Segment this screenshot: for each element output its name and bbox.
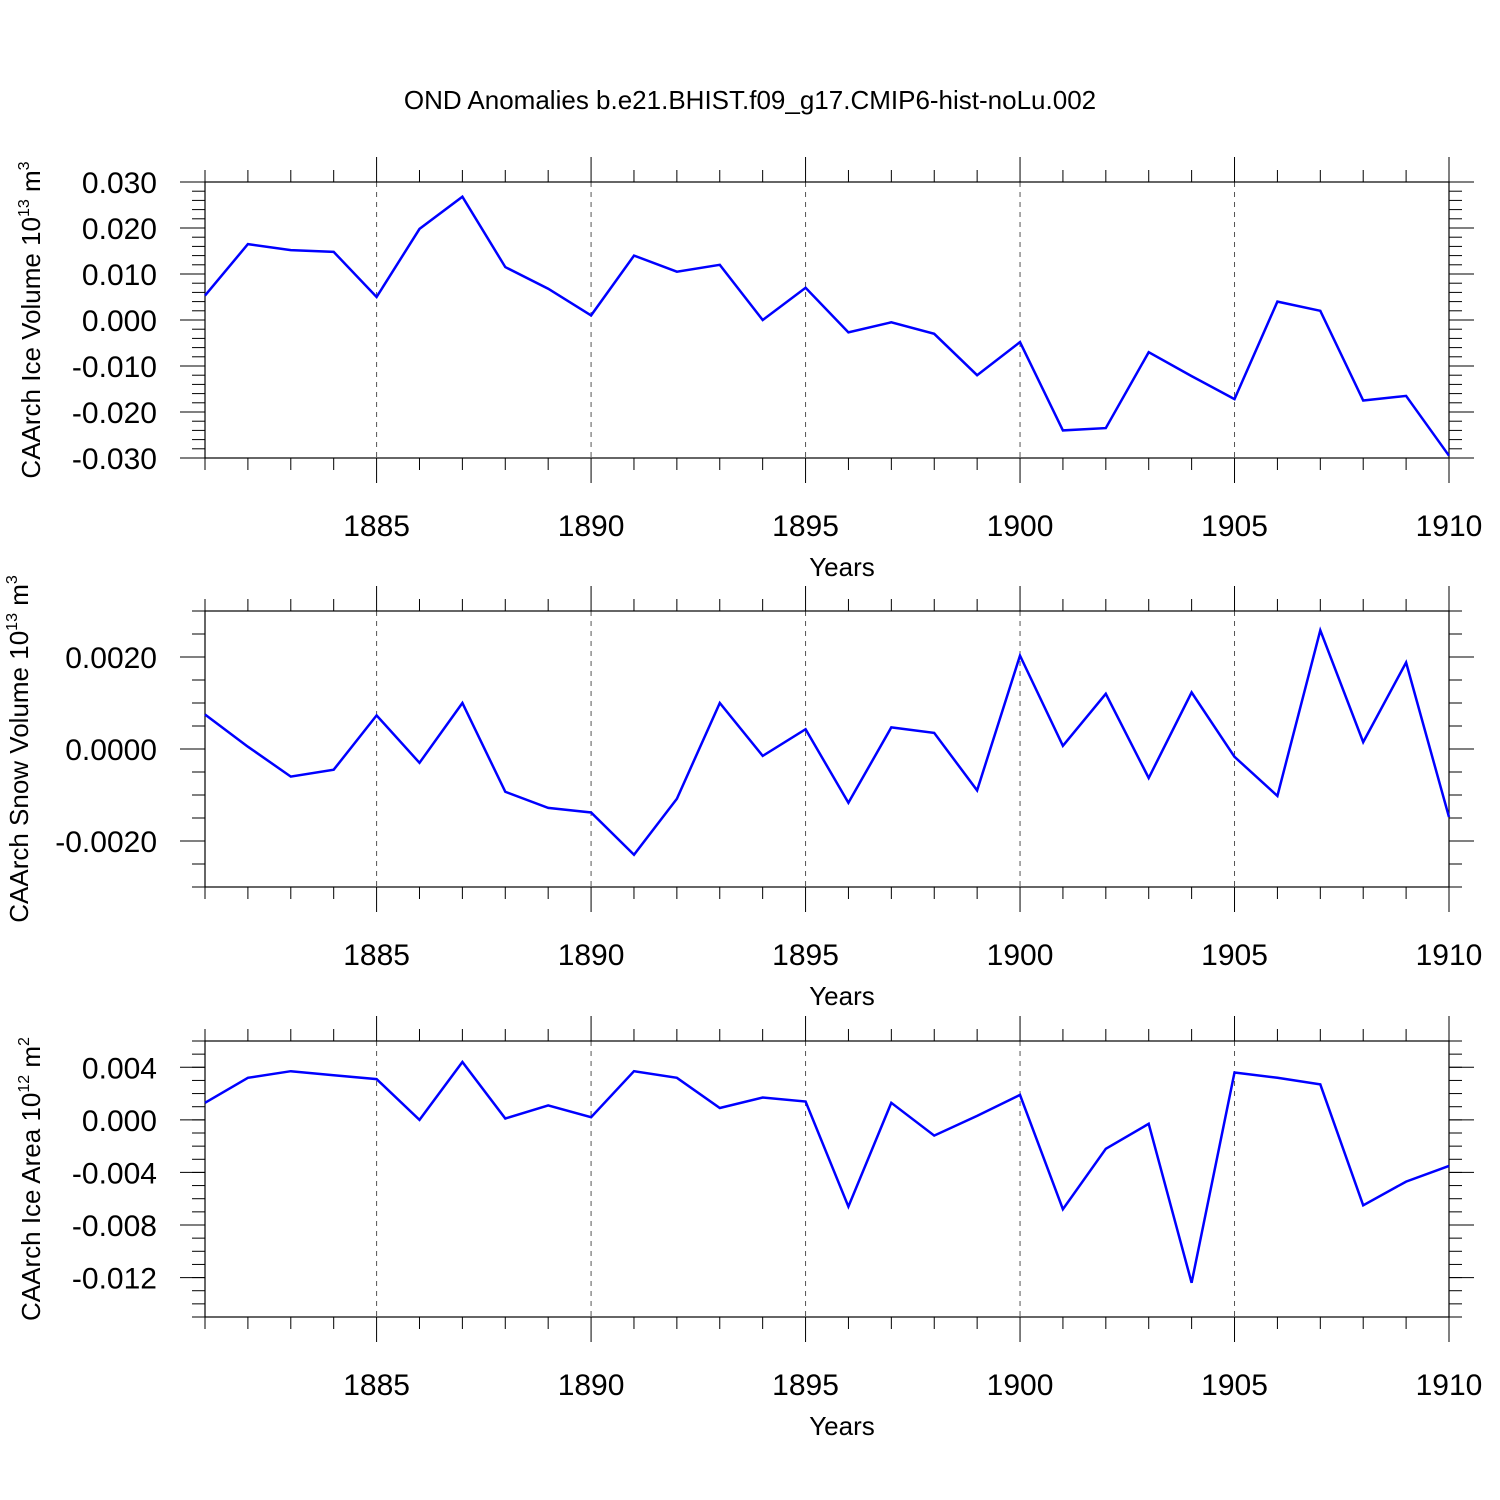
x-tick-label: 1905 (1201, 1369, 1268, 1402)
x-tick-label: 1910 (1416, 939, 1483, 972)
y-axis-label-text: CAArch Ice Volume 10 (16, 217, 46, 479)
y-tick-label: -0.012 (72, 1263, 157, 1296)
y-axis-label: CAArch Ice Area 1012 m2 (16, 1037, 46, 1321)
x-tick-label: 1895 (772, 939, 839, 972)
x-tick-label: 1900 (987, 1369, 1054, 1402)
y-axis-label: CAArch Snow Volume 1013 m3 (4, 575, 34, 923)
chart-title: OND Anomalies b.e21.BHIST.f09_g17.CMIP6-… (404, 85, 1096, 115)
y-axis-label-unit-exponent: 3 (4, 575, 21, 584)
x-tick-label: 1895 (772, 510, 839, 543)
y-axis-label-unit: m (16, 170, 46, 199)
x-axis-label: Years (809, 552, 875, 582)
x-tick-label: 1885 (343, 1369, 410, 1402)
y-tick-label: -0.004 (72, 1157, 157, 1190)
y-tick-label: -0.010 (72, 351, 157, 384)
series-line (204, 626, 1451, 857)
y-tick-label: -0.030 (72, 443, 157, 476)
plot-frame (204, 1040, 1450, 1318)
plot-frame (204, 181, 1450, 459)
y-tick-label: 0.004 (82, 1052, 157, 1085)
y-tick-label: -0.0020 (55, 826, 157, 859)
plot-frame (204, 610, 1450, 888)
y-tick-label: -0.008 (72, 1210, 157, 1243)
y-tick-label: 0.020 (82, 213, 157, 246)
x-tick-label: 1890 (558, 510, 625, 543)
x-tick-label: 1885 (343, 510, 410, 543)
x-tick-label: 1905 (1201, 939, 1268, 972)
y-axis-label-text: CAArch Snow Volume 10 (4, 631, 34, 923)
y-axis-label-exponent: 13 (16, 199, 33, 217)
chart-panel-2: 1885 1890 1895 1900 1905 1910 -0.0020 0.0000 0.0… (4, 575, 1482, 1011)
chart-panel-1: 1885 1890 1895 1900 1905 1910 -0.030 -0.020 -0.0… (16, 157, 1482, 582)
y-tick-label: 0.030 (82, 167, 157, 200)
x-tick-label: 1885 (343, 939, 410, 972)
y-tick-label: -0.020 (72, 397, 157, 430)
series-line (204, 1059, 1450, 1284)
x-tick-label: 1890 (558, 939, 625, 972)
y-axis-label: CAArch Ice Volume 1013 m3 (16, 161, 46, 478)
chart-panel-3: 1885 1890 1895 1900 1905 1910 -0.012 -0.008 -0.0… (16, 1016, 1482, 1441)
x-tick-label: 1900 (987, 510, 1054, 543)
y-axis-label-unit: m (4, 584, 34, 613)
x-tick-label: 1900 (987, 939, 1054, 972)
y-axis-label-unit-exponent: 3 (16, 161, 33, 170)
x-tick-label: 1905 (1201, 510, 1268, 543)
y-tick-label: 0.000 (82, 305, 157, 338)
y-tick-label: 0.0000 (65, 734, 157, 767)
x-tick-label: 1895 (772, 1369, 839, 1402)
y-axis-label-exponent: 12 (16, 1075, 33, 1093)
x-axis-label: Years (809, 1411, 875, 1441)
x-axis-label: Years (809, 981, 875, 1011)
x-tick-label: 1890 (558, 1369, 625, 1402)
x-tick-label: 1910 (1416, 1369, 1483, 1402)
y-tick-label: 0.000 (82, 1105, 157, 1138)
series-line (204, 194, 1451, 457)
y-axis-label-exponent: 13 (4, 613, 21, 631)
y-axis-label-unit: m (16, 1046, 46, 1075)
x-tick-label: 1910 (1416, 510, 1483, 543)
y-axis-label-text: CAArch Ice Area 10 (16, 1093, 46, 1321)
y-tick-label: 0.0020 (65, 642, 157, 675)
y-axis-label-unit-exponent: 2 (16, 1037, 33, 1046)
y-tick-label: 0.010 (82, 259, 157, 292)
